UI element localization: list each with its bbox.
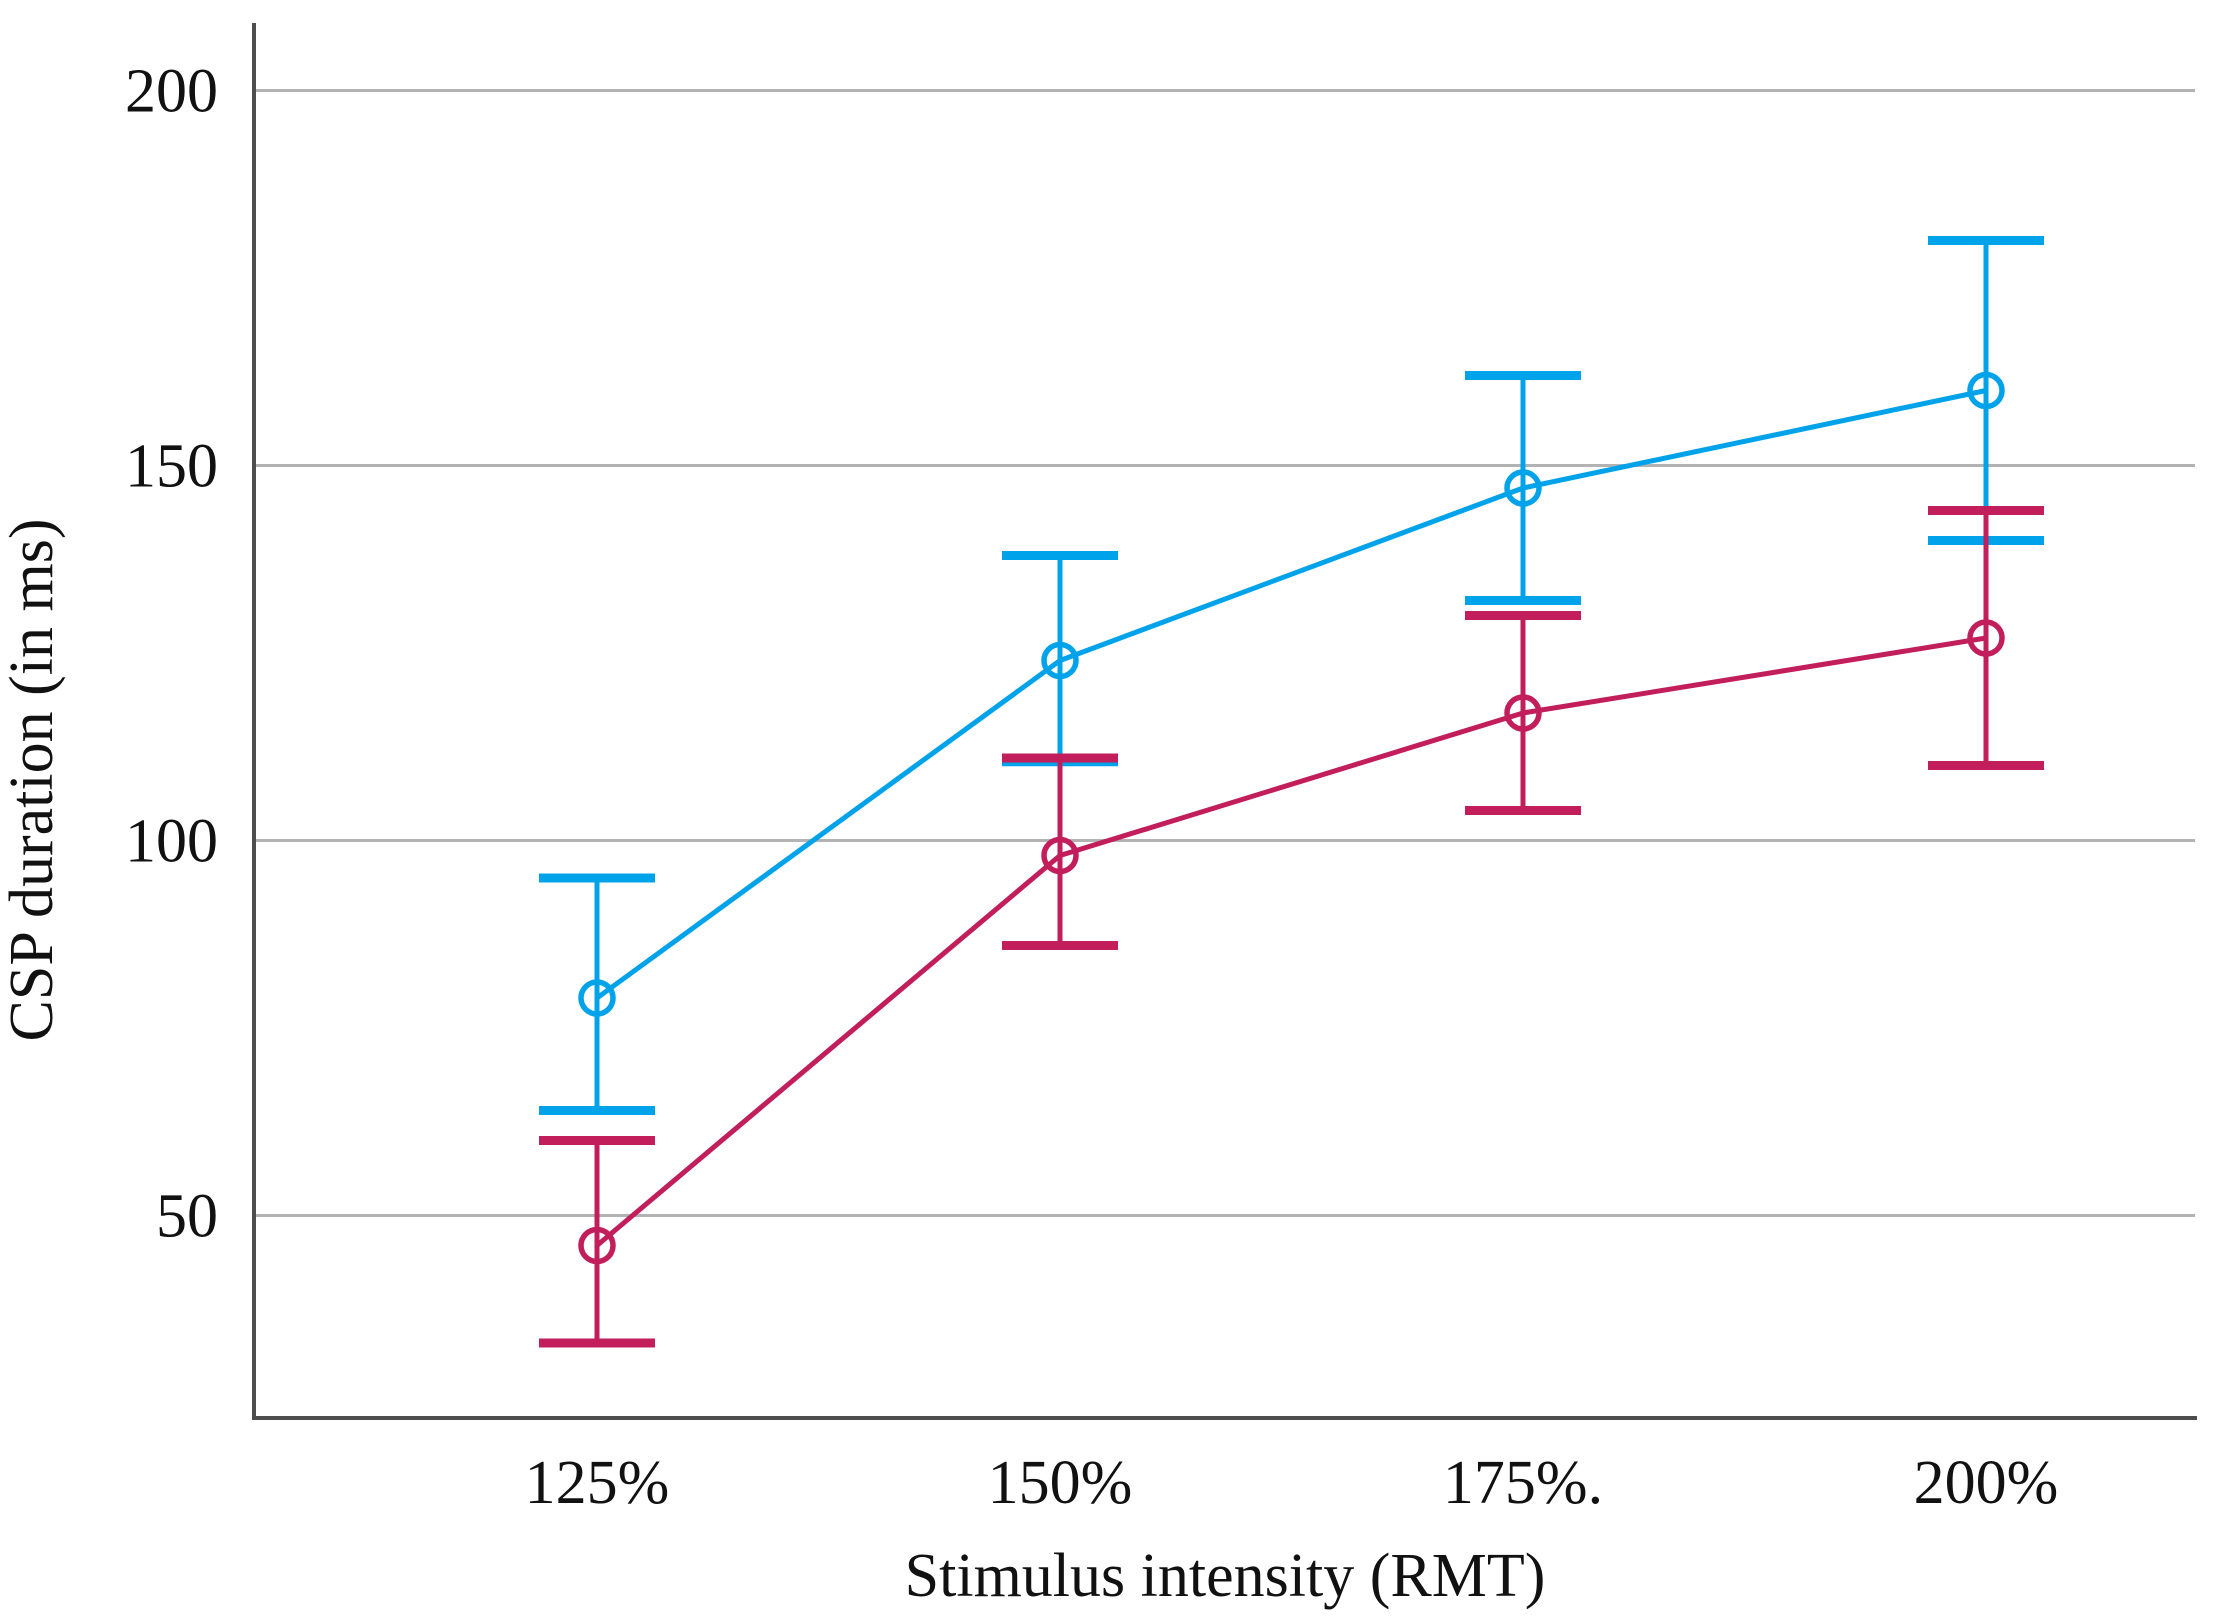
x-tick-label-3: 200% <box>1914 1449 2059 1517</box>
x-tick-label-1: 150% <box>988 1449 1133 1517</box>
y-tick-label-50: 50 <box>156 1183 218 1251</box>
x-tick-label-0: 125% <box>525 1449 670 1517</box>
y-tick-label-150: 150 <box>125 433 218 501</box>
x-axis-title: Stimulus intensity (RMT) <box>905 1542 1546 1610</box>
x-tick-label-2: 175%. <box>1443 1449 1603 1517</box>
data-point-marker-blue-series-1 <box>1041 641 1079 680</box>
data-point-marker-crimson-series-0 <box>578 1226 616 1265</box>
y-tick-label-100: 100 <box>125 808 218 876</box>
data-point-marker-blue-series-0 <box>578 979 616 1017</box>
y-tick-label-200: 200 <box>125 58 218 126</box>
y-axis-title: CSP duration (in ms) <box>0 518 66 1041</box>
data-point-marker-crimson-series-2 <box>1504 694 1542 732</box>
data-point-marker-crimson-series-3 <box>1967 619 2005 657</box>
data-point-marker-blue-series-3 <box>1967 371 2005 410</box>
series-line-blue-series <box>595 388 1987 1001</box>
data-point-marker-crimson-series-1 <box>1041 836 1079 875</box>
series-line-crimson-series <box>595 635 1987 1248</box>
data-point-marker-blue-series-2 <box>1504 469 1542 507</box>
